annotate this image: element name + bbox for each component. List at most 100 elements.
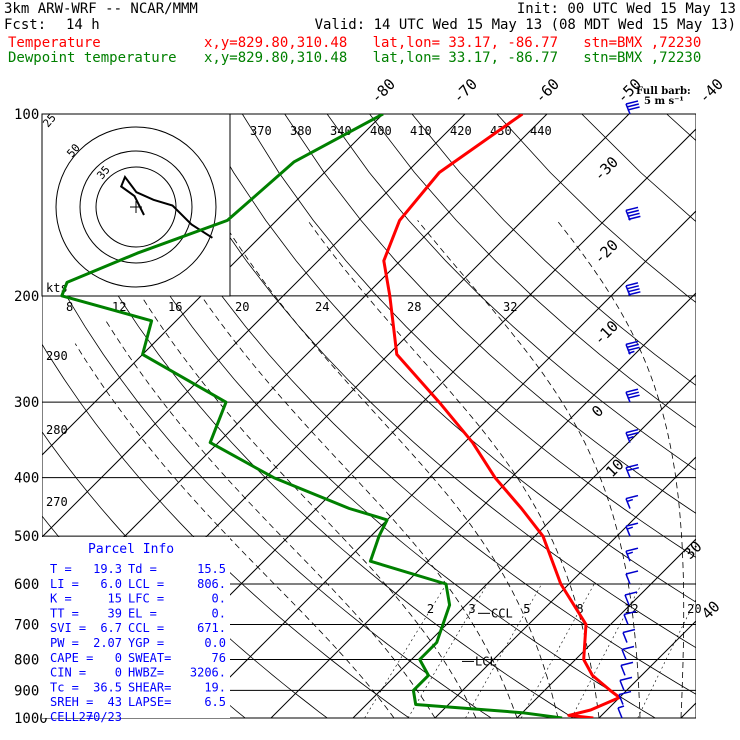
theta-label: 400 (370, 124, 392, 138)
parcel-info-key: LFC = (128, 592, 164, 606)
speed-scale-label: 24 (315, 300, 329, 314)
parcel-info-value: 2.07 (93, 636, 122, 650)
barb-legend-title: Full barb: (636, 86, 691, 97)
wind-barb-flag (625, 206, 639, 212)
pressure-label: 800 (14, 652, 39, 668)
parcel-info-value: 43 (108, 695, 122, 709)
model-title: 3km ARW-WRF -- NCAR/MMM (4, 1, 198, 17)
theta-label: 420 (450, 124, 472, 138)
dry-adiabat (42, 249, 492, 718)
temperature-location: x,y=829.80,310.48 lat,lon= 33.17, -86.77… (204, 35, 702, 51)
isotherm-label: 0 (588, 402, 607, 421)
parcel-info-key: LCL = (128, 577, 164, 591)
wind-barb-flag (625, 100, 639, 105)
hodograph-ring (55, 126, 217, 288)
dry-adiabat (326, 114, 696, 471)
wind-barb-flag (620, 661, 634, 667)
moist-adiabat (221, 220, 559, 718)
wind-barb-flag (627, 212, 640, 218)
dewpoint-legend: Dewpoint temperature (8, 50, 177, 66)
wind-barb-half-flag (628, 350, 635, 355)
parcel-info-key: TT = (50, 606, 79, 620)
mixing-ratio-label: 12 (624, 602, 638, 616)
wind-barb-staff (618, 694, 624, 705)
parcel-info-key: YGP = (128, 636, 164, 650)
parcel-info-value: 0. (212, 606, 226, 620)
theta-label: 440 (530, 124, 552, 138)
parcel-info-key: LI = (50, 577, 79, 591)
dry-adiabat (369, 114, 696, 428)
wind-barb-staff (625, 432, 631, 443)
sounding-traces (60, 114, 621, 718)
dry-adiabat (157, 114, 696, 649)
wind-barb-staff (625, 573, 631, 585)
wind-barb-half-flag (626, 498, 634, 503)
theta-label: 270 (46, 495, 68, 509)
wind-barb-staff (621, 649, 627, 660)
dry-adiabat (666, 114, 696, 142)
parcel-info-key: Td = (128, 562, 157, 576)
wind-barb-staff (617, 707, 623, 719)
isotherm-line (352, 374, 696, 718)
wind-barb-staff (625, 391, 631, 403)
parcel-info-value: 0 (115, 651, 122, 665)
dry-adiabat (284, 114, 696, 514)
wind-barb-staff (625, 498, 631, 509)
dry-adiabat (114, 114, 696, 695)
parcel-info-value: 39 (108, 606, 122, 620)
wind-barb-flag (625, 428, 639, 434)
pressure-label: 200 (14, 289, 39, 305)
parcel-info-key: SWEAT= (128, 651, 171, 665)
mixing-ratio-label: 5 (523, 602, 530, 616)
parcel-info-value: 36.5 (93, 680, 122, 694)
theta-label: 380 (290, 124, 312, 138)
parcel-info-key: CCL = (128, 621, 164, 635)
parcel-info-value: 270/23 (79, 710, 122, 724)
parcel-info-value: 6.5 (204, 695, 226, 709)
dry-adiabat (199, 114, 696, 603)
wind-barb-flag (626, 391, 639, 396)
hodograph-ring (95, 166, 177, 248)
parcel-info-value: 0 (115, 666, 122, 680)
isotherm-line (516, 538, 696, 718)
isotherm-line (270, 292, 696, 718)
pressure-label: 500 (14, 529, 39, 545)
speed-scale-label: 28 (407, 300, 421, 314)
parcel-info-value: 6.7 (100, 621, 122, 635)
isotherm-label: -80 (367, 75, 399, 107)
parcel-info-key: LAPSE= (128, 695, 171, 709)
moist-adiabat (307, 220, 600, 718)
wind-barb-flag (626, 466, 639, 472)
isotherm-label: -10 (590, 317, 622, 349)
isotherm-label: 40 (698, 597, 724, 623)
parcel-info-key: CIN = (50, 666, 86, 680)
wind-barb-flag (626, 343, 639, 349)
dry-adiabat (411, 114, 696, 386)
speed-scale-label: 32 (503, 300, 517, 314)
isotherm-label: -70 (449, 75, 481, 107)
wind-barb-staff (622, 632, 628, 643)
isotherm-label: -60 (531, 75, 563, 107)
wind-barb-staff (625, 467, 631, 478)
dry-adiabat (42, 143, 574, 718)
wind-barb-flag (627, 394, 640, 399)
parcel-info-key: SVI = (50, 621, 86, 635)
wind-barb-staff (625, 550, 631, 562)
parcel-info-value: 19. (204, 680, 226, 694)
mixing-ratio-line (465, 583, 542, 718)
isotherm-label: 10 (602, 455, 628, 481)
parcel-info-value: 671. (197, 621, 226, 635)
parcel-info-key: HWBZ= (128, 666, 164, 680)
pressure-label: 300 (14, 395, 39, 411)
speed-scale-label: 20 (235, 300, 249, 314)
mixing-ratio-label: 3 (468, 602, 475, 616)
wind-barb-flag (625, 547, 639, 552)
parcel-info-key: PW = (50, 636, 79, 650)
pressure-label: 700 (14, 617, 39, 633)
parcel-info-key: SREH = (50, 695, 93, 709)
wind-barb-half-flag (627, 435, 634, 440)
moist-adiabat (105, 320, 436, 718)
parcel-info-background (42, 537, 230, 718)
